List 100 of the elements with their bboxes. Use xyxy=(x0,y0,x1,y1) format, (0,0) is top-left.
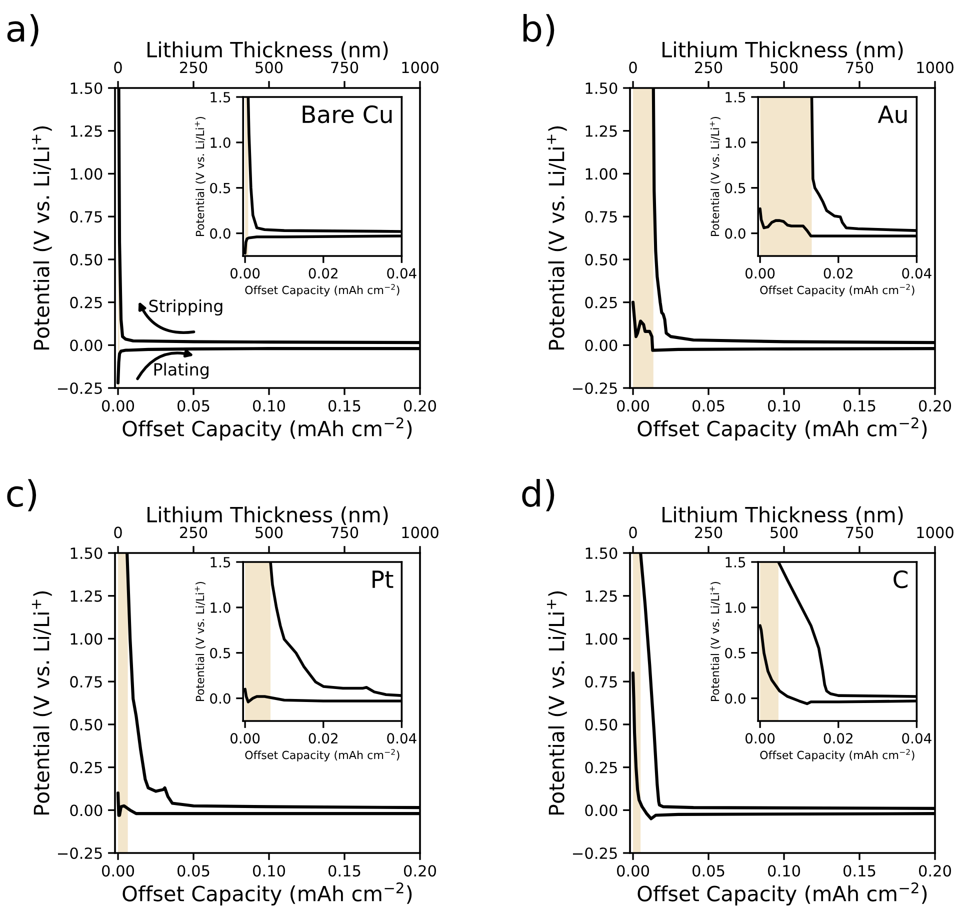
y-tick-label: −0.25 xyxy=(572,847,617,860)
x2-tick-label: 500 xyxy=(256,526,283,538)
y-tick-label: 1.00 xyxy=(586,168,618,180)
y-tick-label: 0.00 xyxy=(70,340,102,352)
x-tick-label: 0.04 xyxy=(387,268,416,279)
y-axis-title: Potential (V vs. Li/Li$^{+}$) xyxy=(546,126,567,350)
y-tick-label: 0.5 xyxy=(210,648,230,658)
x2-tick-label: 500 xyxy=(770,526,798,538)
y-tick-label: 0.25 xyxy=(585,296,617,308)
y-tick-label: 1.25 xyxy=(70,590,102,602)
x-tick-label: 0.00 xyxy=(746,268,775,279)
y-tick-label: 0.00 xyxy=(585,804,618,816)
y-tick-label: 0.0 xyxy=(725,693,746,704)
y-tick-label: 0.75 xyxy=(70,211,102,223)
x-tick-label: 0.20 xyxy=(919,865,951,877)
y-tick-label: 1.25 xyxy=(586,125,617,137)
x-tick-label: 0.02 xyxy=(824,733,852,744)
x-tick-label: 0.15 xyxy=(328,400,360,412)
y-tick-label: 1.00 xyxy=(70,168,102,180)
y-tick-label: 1.0 xyxy=(726,137,746,148)
chart-title: d) xyxy=(522,479,554,512)
y-tick-label: 1.0 xyxy=(210,602,230,613)
y-tick-label: 1.5 xyxy=(726,557,746,568)
x2-tick-label: 250 xyxy=(695,62,722,74)
x-tick-label: 0.05 xyxy=(692,865,724,877)
x-tick-label: 0.05 xyxy=(178,400,210,412)
y-tick-label: 1.0 xyxy=(726,602,746,613)
x2-tick-label: 750 xyxy=(331,526,358,538)
x2-tick-label: 1000 xyxy=(402,62,438,74)
x2-tick-label: 1000 xyxy=(917,526,954,538)
y-tick-label: 1.5 xyxy=(210,92,230,102)
x-tick-label: 0.20 xyxy=(404,400,436,412)
x-axis-title: Offset Capacity (mAh cm$^{−2}$) xyxy=(760,749,914,762)
x2-axis-title: Lithium Thickness (nm) xyxy=(662,41,903,60)
y-tick-label: −0.25 xyxy=(58,847,102,860)
x2-tick-label: 500 xyxy=(256,62,283,74)
y-tick-label: 0.75 xyxy=(585,211,617,223)
x-axis-title: Offset Capacity (mAh cm$^{−2}$) xyxy=(122,882,412,906)
x-tick-label: 0.20 xyxy=(404,865,436,877)
y-tick-label: 0.5 xyxy=(725,648,746,658)
x2-tick-label: 250 xyxy=(695,526,722,538)
y-tick-label: 0.50 xyxy=(70,718,102,730)
x2-tick-label: 500 xyxy=(770,62,798,74)
x-tick-label: 0.00 xyxy=(746,733,775,744)
x2-tick-label: 0 xyxy=(629,526,637,538)
x-tick-label: 0.10 xyxy=(253,865,286,877)
x2-axis-title: Lithium Thickness (nm) xyxy=(148,506,388,525)
y-tick-label: 0.50 xyxy=(585,254,618,266)
x-axis-title: Offset Capacity (mAh cm$^{−2}$) xyxy=(638,882,927,906)
x-tick-label: 0.00 xyxy=(230,268,260,279)
y-tick-label: −0.25 xyxy=(58,382,102,394)
x-tick-label: 0.20 xyxy=(919,400,951,412)
y-tick-label: 1.00 xyxy=(70,633,102,645)
x2-tick-label: 0 xyxy=(114,526,122,538)
x-tick-label: 0.00 xyxy=(617,400,650,412)
y-tick-label: 0.0 xyxy=(725,228,746,239)
y-axis-title: Potential (V vs. Li/Li$^{+}$) xyxy=(194,116,206,236)
y-axis-title: Potential (V vs. Li/Li$^{+}$) xyxy=(710,116,720,236)
x-tick-label: 0.10 xyxy=(253,400,286,412)
chart-title: c) xyxy=(7,479,36,512)
x-tick-label: 0.00 xyxy=(230,733,260,744)
x-axis-title: Offset Capacity (mAh cm$^{−2}$) xyxy=(122,417,412,440)
x-tick-label: 0.04 xyxy=(902,268,932,279)
annotation: Stripping xyxy=(149,299,222,316)
chart-title: Bare Cu xyxy=(302,105,392,124)
y-tick-label: 0.75 xyxy=(585,676,617,688)
x2-tick-label: 0 xyxy=(114,62,122,74)
x-tick-label: 0.15 xyxy=(328,865,360,877)
x2-axis-title: Lithium Thickness (nm) xyxy=(148,41,388,60)
x-axis-title: Offset Capacity (mAh cm$^{−2}$) xyxy=(245,749,400,762)
x-tick-label: 0.00 xyxy=(102,400,134,412)
y-tick-label: 0.50 xyxy=(70,254,102,266)
x-tick-label: 0.05 xyxy=(692,400,724,412)
x-tick-label: 0.10 xyxy=(768,865,800,877)
x-tick-label: 0.02 xyxy=(308,268,338,279)
y-axis-title: Potential (V vs. Li/Li$^{+}$) xyxy=(32,591,52,814)
y-tick-label: 1.0 xyxy=(210,137,230,148)
y-tick-label: 1.25 xyxy=(70,125,102,137)
x-tick-label: 0.00 xyxy=(102,865,134,877)
y-tick-label: 0.25 xyxy=(70,296,102,308)
x-axis-title: Offset Capacity (mAh cm$^{−2}$) xyxy=(760,284,914,296)
x-tick-label: 0.02 xyxy=(308,733,338,744)
x-axis-title: Offset Capacity (mAh cm$^{−2}$) xyxy=(245,284,400,296)
y-tick-label: 0.75 xyxy=(70,676,102,688)
y-tick-label: 0.50 xyxy=(585,718,618,730)
x-tick-label: 0.15 xyxy=(844,865,876,877)
y-tick-label: −0.25 xyxy=(572,382,617,394)
x2-tick-label: 1000 xyxy=(917,62,954,74)
chart-title: b) xyxy=(523,14,554,46)
y-axis-title: Potential (V vs. Li/Li$^{+}$) xyxy=(546,591,567,814)
y-tick-label: 0.5 xyxy=(725,182,746,194)
x-tick-label: 0.15 xyxy=(844,400,876,412)
chart-title: Au xyxy=(878,106,907,124)
x2-tick-label: 0 xyxy=(629,62,637,74)
x2-tick-label: 250 xyxy=(180,526,208,538)
y-axis-title: Potential (V vs. Li/Li$^{+}$) xyxy=(32,126,52,350)
x-tick-label: 0.04 xyxy=(902,733,932,744)
y-tick-label: 1.50 xyxy=(70,82,102,94)
y-tick-label: 1.50 xyxy=(70,547,102,560)
y-tick-label: 1.5 xyxy=(726,92,746,102)
